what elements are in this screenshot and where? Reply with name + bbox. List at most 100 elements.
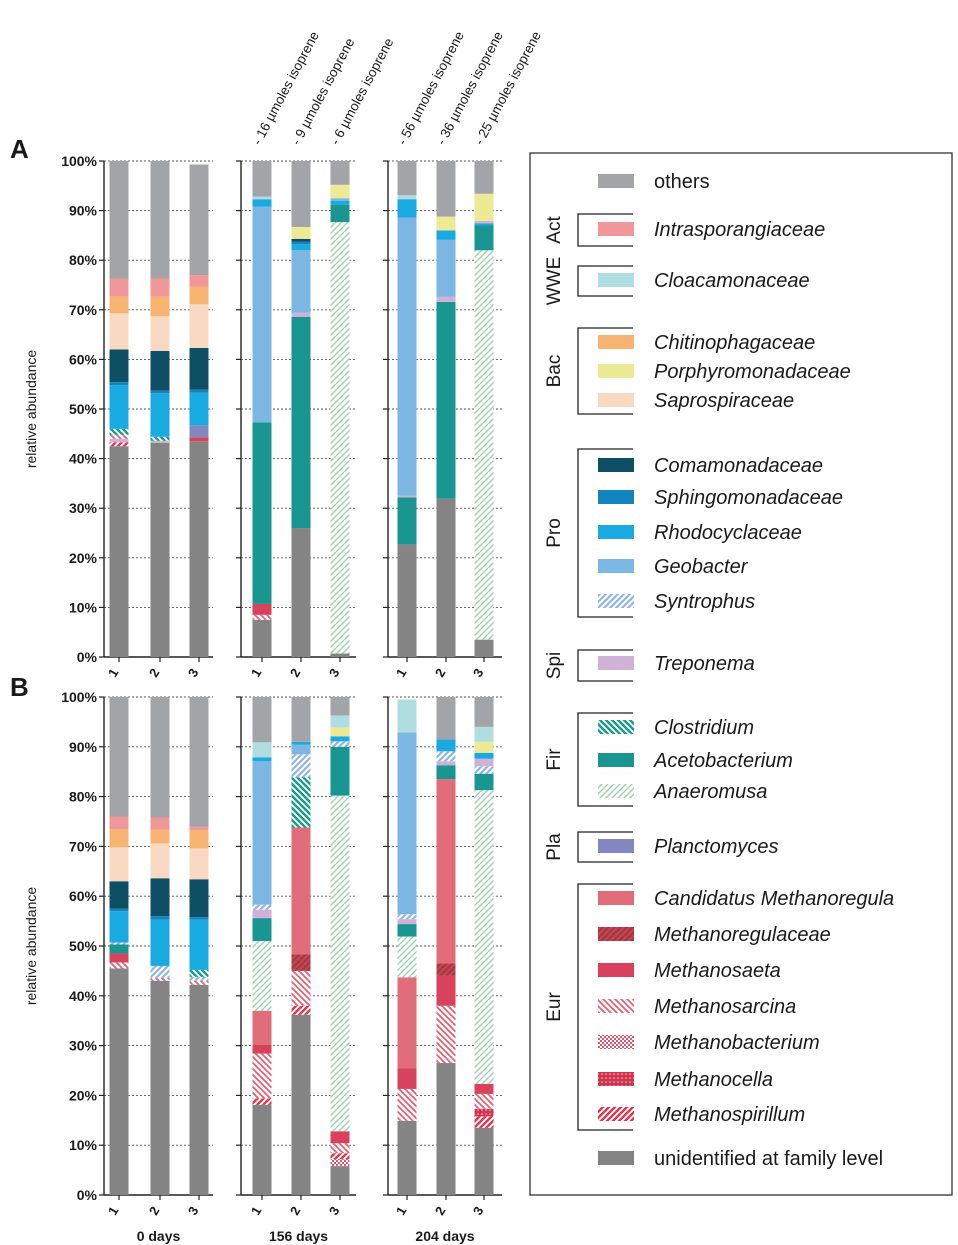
bar-segment-sphingomonadaceae [109,382,129,386]
legend-group-label: Fir [544,748,565,771]
legend-methanobacterium-swatch [598,1035,634,1049]
bar-segment-unidentified [474,1127,494,1195]
bar-segment-saprospiraceae [189,848,209,880]
bar-segment-rhodocyclaceae [291,244,311,251]
bar-segment-intrasporangiaceae [150,278,170,297]
legend-candidatus_methanoregula-label: Candidatus Methanoregula [654,888,894,910]
bar-segment-treponema [291,312,311,317]
time-group-label: 0 days [137,1228,181,1244]
legend-acetobacterium-label: Acetobacterium [653,750,793,772]
legend-bracket [577,831,633,863]
bar-segment-methanospirillum [330,1153,350,1160]
bar-segment-methanosaeta [109,953,129,963]
bar-segment-methanosaeta [397,1068,417,1089]
bar-segment-comamonadaceae [291,238,311,242]
legend-chitinophagaceae-label: Chitinophagaceae [654,332,815,354]
y-tick-label: 70% [69,302,98,318]
x-tick-label: 1 [105,666,122,680]
bar-B-3-2 [436,697,456,1195]
bar-segment-others [291,697,311,742]
bar-segment-methanosaeta [252,1044,272,1054]
bar-segment-clostridium [109,428,129,435]
bar-segment-unidentified [330,653,350,657]
bar-A-3-2 [436,161,456,657]
bar-segment-geobacter [252,206,272,423]
bar-segment-anaeromusa [397,936,417,978]
bar-segment-acetobacterium [291,316,311,529]
bar-B-2-2 [291,697,311,1195]
panel-B: B 0% 10% 20% 30% 40% 50% 60% 70% 80% 90% 100% relati… [10,672,502,1218]
bar-segment-acetobacterium [474,773,494,791]
bar-segment-sphingomonadaceae [109,908,129,912]
bar-segment-unidentified [150,980,170,1195]
bar-segment-others [150,161,170,279]
bar-segment-candidatus_methanoregula [291,827,311,955]
y-tick-label: 0% [77,1187,98,1203]
bar-segment-chitinophagaceae [150,296,170,317]
x-tick-label: 1 [393,1204,410,1218]
legend-methanospirillum-swatch [598,1107,634,1121]
bar-segment-unidentified [474,639,494,657]
y-tick-label: 50% [69,401,98,417]
bar-segment-methanosarcina [330,1143,350,1154]
bar-segment-rhodocyclaceae [109,911,129,943]
bar-segment-syntrophus [252,904,272,910]
bar-segment-unidentified [436,1063,456,1195]
bar-segment-treponema [474,221,494,224]
bar-segment-methanosarcina [252,614,272,620]
x-tick-label: 3 [470,1204,487,1218]
bar-segment-acetobacterium [330,746,350,796]
x-tick-label: 3 [326,1204,343,1218]
bar-segment-acetobacterium [397,497,417,545]
bar-segment-methanosaeta [252,603,272,615]
chart-area: A0%10%20%30%40%50%60%70%80%90%100%relati… [10,29,544,1244]
legend-chitinophagaceae-swatch [598,335,634,349]
bar-segment-methanospirillum [474,1116,494,1128]
bar-segment-intrasporangiaceae [109,278,129,297]
bar-segment-unidentified [189,984,209,1195]
bar-B-2-3 [330,697,350,1195]
bar-segment-planctomyces [189,425,209,438]
bar-segment-unidentified [252,619,272,657]
y-tick-label: 0% [77,649,98,665]
bar-segment-porphyromonadaceae [291,226,311,239]
bar-segment-clostridium [189,969,209,977]
bar-segment-rhodocyclaceae [330,200,350,205]
bar-segment-methanosaeta [189,437,209,442]
legend-geobacter-swatch [598,559,634,573]
bar-segment-methanobacterium [330,1159,350,1167]
y-tick-label: 70% [69,838,98,854]
bar-B-3-1 [397,699,417,1195]
legend-porphyromonadaceae-label: Porphyromonadaceae [654,361,851,383]
bar-segment-methanospirillum [109,442,129,447]
legend-acetobacterium-swatch [598,753,634,767]
bar-segment-unidentified [189,441,209,657]
legend-intrasporangiaceae-label: Intrasporangiaceae [654,219,825,241]
legend-treponema-swatch [598,656,634,670]
legend-others-swatch [598,174,634,188]
bar-segment-cloacamonaceae [252,196,272,200]
bar-segment-comamonadaceae [109,881,129,909]
x-tick-label: 2 [432,1204,449,1218]
bar-segment-syntrophus [474,766,494,774]
bar-segment-others [150,697,170,818]
legend-cloacamonaceae-swatch [598,273,634,287]
bar-segment-rhodocyclaceae [330,736,350,742]
bar-segment-geobacter [436,239,456,297]
legend-methanocella-label: Methanocella [654,1069,773,1091]
bar-segment-methanocella [474,1108,494,1117]
x-tick-label: 1 [393,666,410,680]
bar-segment-unidentified [150,442,170,657]
legend-bracket [577,213,633,247]
bar-segment-saprospiraceae [109,313,129,350]
bar-segment-unidentified [436,498,456,657]
bar-segment-rhodocyclaceae [189,392,209,426]
bar-segment-candidatus_methanoregula [436,779,456,964]
bar-segment-unidentified [397,544,417,657]
x-tick-label: 1 [248,1204,265,1218]
bar-segment-others [189,164,209,276]
bar-segment-comamonadaceae [150,350,170,391]
legend-unidentified-swatch [598,1151,634,1165]
bar-segment-others [291,161,311,227]
legend-bracket [577,649,633,682]
